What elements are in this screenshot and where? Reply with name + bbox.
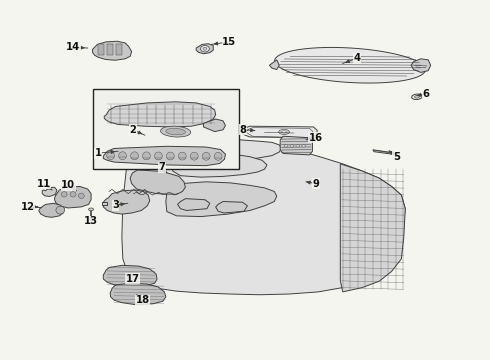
Polygon shape: [172, 153, 267, 177]
Ellipse shape: [70, 192, 76, 197]
Polygon shape: [166, 182, 277, 217]
Ellipse shape: [284, 145, 288, 147]
Polygon shape: [177, 199, 210, 211]
Text: 6: 6: [422, 89, 429, 99]
FancyBboxPatch shape: [116, 44, 122, 55]
Ellipse shape: [89, 208, 94, 211]
Ellipse shape: [161, 126, 191, 137]
Polygon shape: [39, 203, 64, 217]
Text: 13: 13: [84, 216, 98, 226]
Ellipse shape: [279, 130, 290, 134]
Polygon shape: [138, 134, 282, 164]
Ellipse shape: [167, 152, 174, 160]
Polygon shape: [340, 164, 405, 292]
Ellipse shape: [302, 145, 306, 147]
Ellipse shape: [415, 95, 419, 98]
Ellipse shape: [200, 45, 209, 52]
Ellipse shape: [203, 47, 207, 50]
Ellipse shape: [78, 193, 84, 198]
Ellipse shape: [412, 94, 422, 99]
Text: 5: 5: [393, 152, 400, 162]
Polygon shape: [130, 170, 185, 194]
Ellipse shape: [119, 152, 126, 159]
Polygon shape: [243, 126, 318, 138]
Polygon shape: [54, 186, 91, 208]
Text: 4: 4: [354, 53, 361, 63]
Text: 18: 18: [135, 295, 149, 305]
Ellipse shape: [296, 145, 300, 147]
Text: 2: 2: [129, 125, 136, 135]
Text: 8: 8: [239, 125, 246, 135]
Text: 11: 11: [37, 179, 51, 189]
Text: 10: 10: [61, 180, 75, 190]
Text: 9: 9: [313, 179, 319, 189]
Polygon shape: [103, 146, 225, 166]
Text: 14: 14: [66, 42, 80, 52]
Text: 3: 3: [112, 200, 119, 210]
Text: 17: 17: [125, 274, 140, 284]
Ellipse shape: [214, 152, 222, 160]
FancyBboxPatch shape: [98, 44, 104, 55]
Text: 15: 15: [222, 37, 237, 47]
Text: 7: 7: [158, 162, 165, 172]
Text: 16: 16: [309, 133, 323, 143]
Ellipse shape: [143, 152, 150, 160]
Polygon shape: [103, 265, 157, 287]
Ellipse shape: [190, 152, 198, 160]
Polygon shape: [102, 202, 107, 205]
Polygon shape: [42, 187, 57, 197]
Polygon shape: [270, 60, 279, 69]
Polygon shape: [103, 190, 150, 214]
Polygon shape: [280, 136, 313, 155]
Ellipse shape: [61, 192, 67, 197]
Text: 1: 1: [95, 148, 102, 158]
Polygon shape: [110, 283, 166, 305]
Ellipse shape: [282, 131, 287, 133]
Polygon shape: [104, 102, 216, 127]
Ellipse shape: [56, 206, 65, 214]
Polygon shape: [411, 59, 431, 72]
Ellipse shape: [202, 152, 210, 160]
Polygon shape: [122, 138, 405, 295]
Ellipse shape: [166, 128, 185, 135]
FancyBboxPatch shape: [93, 89, 239, 169]
Polygon shape: [203, 119, 225, 132]
Polygon shape: [93, 41, 132, 60]
Ellipse shape: [178, 152, 186, 160]
Text: 12: 12: [21, 202, 35, 212]
Ellipse shape: [154, 152, 162, 160]
Ellipse shape: [290, 145, 294, 147]
Polygon shape: [373, 150, 397, 155]
Ellipse shape: [131, 152, 139, 160]
Polygon shape: [274, 48, 425, 83]
FancyBboxPatch shape: [107, 44, 113, 55]
Polygon shape: [216, 202, 247, 213]
Polygon shape: [196, 44, 213, 54]
Ellipse shape: [107, 152, 115, 159]
